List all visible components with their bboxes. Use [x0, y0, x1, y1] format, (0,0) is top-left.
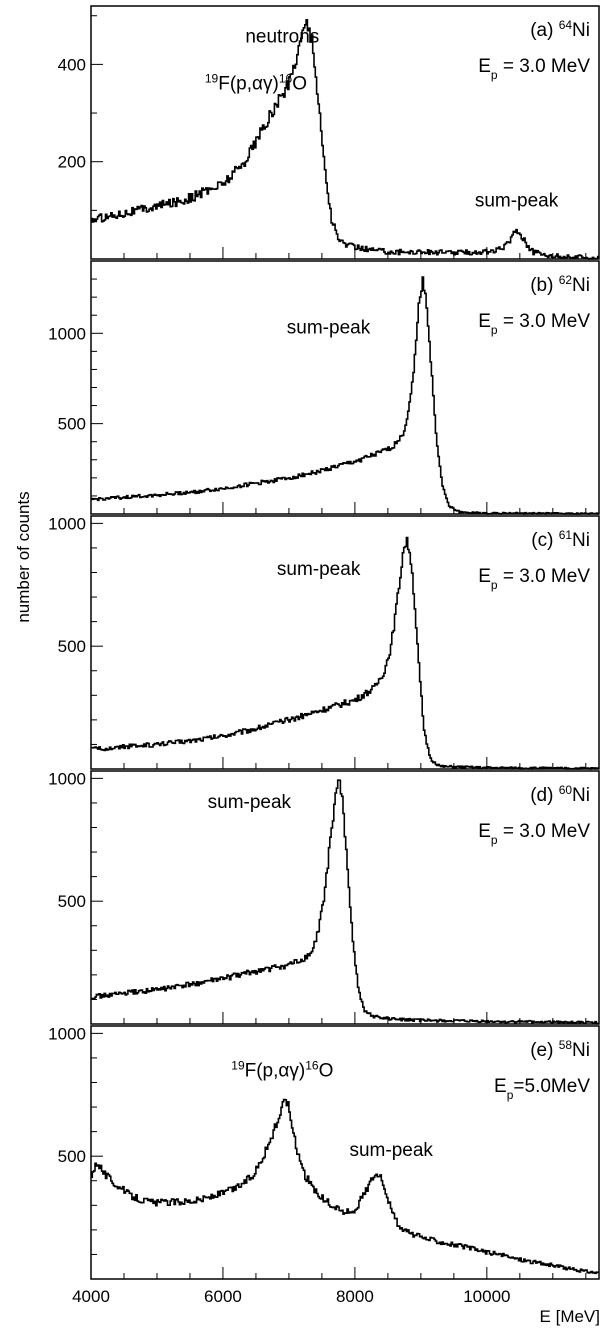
beam-energy-label-part: E: [478, 821, 491, 842]
y-tick-label: 1000: [48, 324, 86, 343]
beam-energy-label: Ep = 3.0 MeV: [478, 566, 590, 592]
beam-energy-label-part: p: [491, 323, 498, 337]
panel-frame: [90, 515, 600, 770]
panel-label-part: 60: [559, 783, 573, 797]
panel-label: (a) 64Ni: [530, 18, 590, 41]
peak-annotation-part: 19: [205, 72, 219, 86]
beam-energy-label-part: = 3.0 MeV: [498, 821, 591, 842]
panel-label: (d) 60Ni: [530, 783, 590, 806]
panel-label-part: Ni: [572, 785, 590, 806]
peak-annotation: sum-peak: [349, 1140, 433, 1161]
beam-energy-label-part: p: [491, 68, 498, 82]
beam-energy-label: Ep = 3.0 MeV: [478, 56, 590, 82]
peak-annotation: sum-peak: [475, 190, 559, 211]
y-tick-label: 400: [58, 55, 86, 74]
beam-energy-label-part: E: [494, 1076, 507, 1097]
panel-label-part: 58: [559, 1038, 573, 1052]
beam-energy-label: Ep=5.0MeV: [494, 1076, 590, 1102]
peak-annotation: sum-peak: [277, 559, 361, 580]
peak-annotation-part: sum-peak: [349, 1140, 433, 1161]
panel-label-part: (c): [531, 530, 558, 551]
y-tick-label: 500: [58, 637, 86, 656]
x-tick-label: 8000: [336, 1287, 374, 1306]
peak-annotation: 19F(p,αγ)16O: [205, 72, 307, 95]
beam-energy-label-part: = 3.0 MeV: [498, 566, 591, 587]
panel-label-part: 64: [559, 18, 573, 32]
beam-energy-label-part: E: [478, 311, 491, 332]
peak-annotation-part: 19: [231, 1058, 245, 1072]
spectrum-line: [91, 1098, 599, 1275]
beam-energy-label: Ep = 3.0 MeV: [478, 821, 590, 847]
spectrum-line: [91, 536, 599, 770]
spectrum-line: [91, 779, 599, 1025]
x-axis-label: E [MeV]: [540, 1307, 600, 1326]
panel-frame: [90, 1025, 600, 1280]
beam-energy-label-part: p: [507, 1088, 514, 1102]
peak-annotation: sum-peak: [287, 317, 371, 338]
x-tick-label: 4000: [72, 1287, 110, 1306]
panel-label: (b) 62Ni: [530, 273, 590, 296]
peak-annotation-part: F(p,αγ): [245, 1060, 306, 1081]
panel-label-part: Ni: [572, 275, 590, 296]
y-tick-label: 1000: [48, 514, 86, 533]
peak-annotation-part: O: [292, 74, 307, 95]
peak-annotation-part: 16: [279, 72, 293, 86]
panel-label-part: (e): [530, 1040, 559, 1061]
panel-label: (e) 58Ni: [530, 1038, 590, 1061]
beam-energy-label-part: = 3.0 MeV: [498, 311, 591, 332]
y-tick-label: 500: [58, 892, 86, 911]
panel-c: 500 1000 (c) 61Ni Ep = 3.0 MeV sum-peak: [48, 514, 600, 770]
y-tick-label: 1000: [48, 769, 86, 788]
panel-label: (c) 61Ni: [531, 528, 590, 551]
beam-energy-label-part: p: [491, 578, 498, 592]
peak-annotation-part: F(p,αγ): [218, 74, 279, 95]
y-axis-label: number of counts: [14, 491, 33, 622]
beam-energy-label-part: E: [478, 56, 491, 77]
panel-label-part: (d): [530, 785, 559, 806]
panel-frame: [90, 5, 600, 260]
spectrum-line: [91, 19, 599, 260]
peak-annotation: neutrons: [245, 26, 319, 47]
beam-energy-label: Ep = 3.0 MeV: [478, 311, 590, 337]
panel-label-part: Ni: [572, 20, 590, 41]
peak-annotation-part: sum-peak: [475, 190, 559, 211]
y-tick-label: 500: [58, 415, 86, 434]
peak-annotation-part: sum-peak: [287, 317, 371, 338]
peak-annotation-part: sum-peak: [208, 792, 292, 813]
peak-annotation-part: 16: [305, 1058, 319, 1072]
panel-label-part: (b): [530, 275, 559, 296]
panel-frame: [90, 770, 600, 1025]
panel-d: 500 1000 (d) 60Ni Ep = 3.0 MeV sum-peak: [48, 769, 600, 1025]
y-tick-label: 200: [58, 153, 86, 172]
beam-energy-label-part: =5.0MeV: [513, 1076, 590, 1097]
peak-annotation-part: sum-peak: [277, 559, 361, 580]
x-tick-label: 6000: [204, 1287, 242, 1306]
panel-label-part: Ni: [572, 530, 590, 551]
panel-label-part: Ni: [572, 1040, 590, 1061]
spectrum-line: [91, 276, 599, 515]
y-tick-label: 500: [58, 1147, 86, 1166]
beam-energy-label-part: = 3.0 MeV: [498, 56, 591, 77]
y-tick-label: 1000: [48, 1024, 86, 1043]
panel-a: 200 400 (a) 64Ni Ep = 3.0 MeV neutrons 19F(p,…: [58, 5, 600, 260]
peak-annotation-part: O: [319, 1060, 334, 1081]
x-tick-label: 10000: [463, 1287, 510, 1306]
peak-annotation: 19F(p,αγ)16O: [231, 1058, 333, 1081]
panel-label-part: 62: [559, 273, 573, 287]
peak-annotation-part: neutrons: [245, 26, 319, 47]
beam-energy-label-part: E: [478, 566, 491, 587]
panel-frame: [90, 260, 600, 515]
panel-b: 500 1000 (b) 62Ni Ep = 3.0 MeV sum-peak: [48, 260, 600, 515]
panel-label-part: (a): [530, 20, 559, 41]
panel-label-part: 61: [559, 528, 573, 542]
peak-annotation: sum-peak: [208, 792, 292, 813]
beam-energy-label-part: p: [491, 833, 498, 847]
